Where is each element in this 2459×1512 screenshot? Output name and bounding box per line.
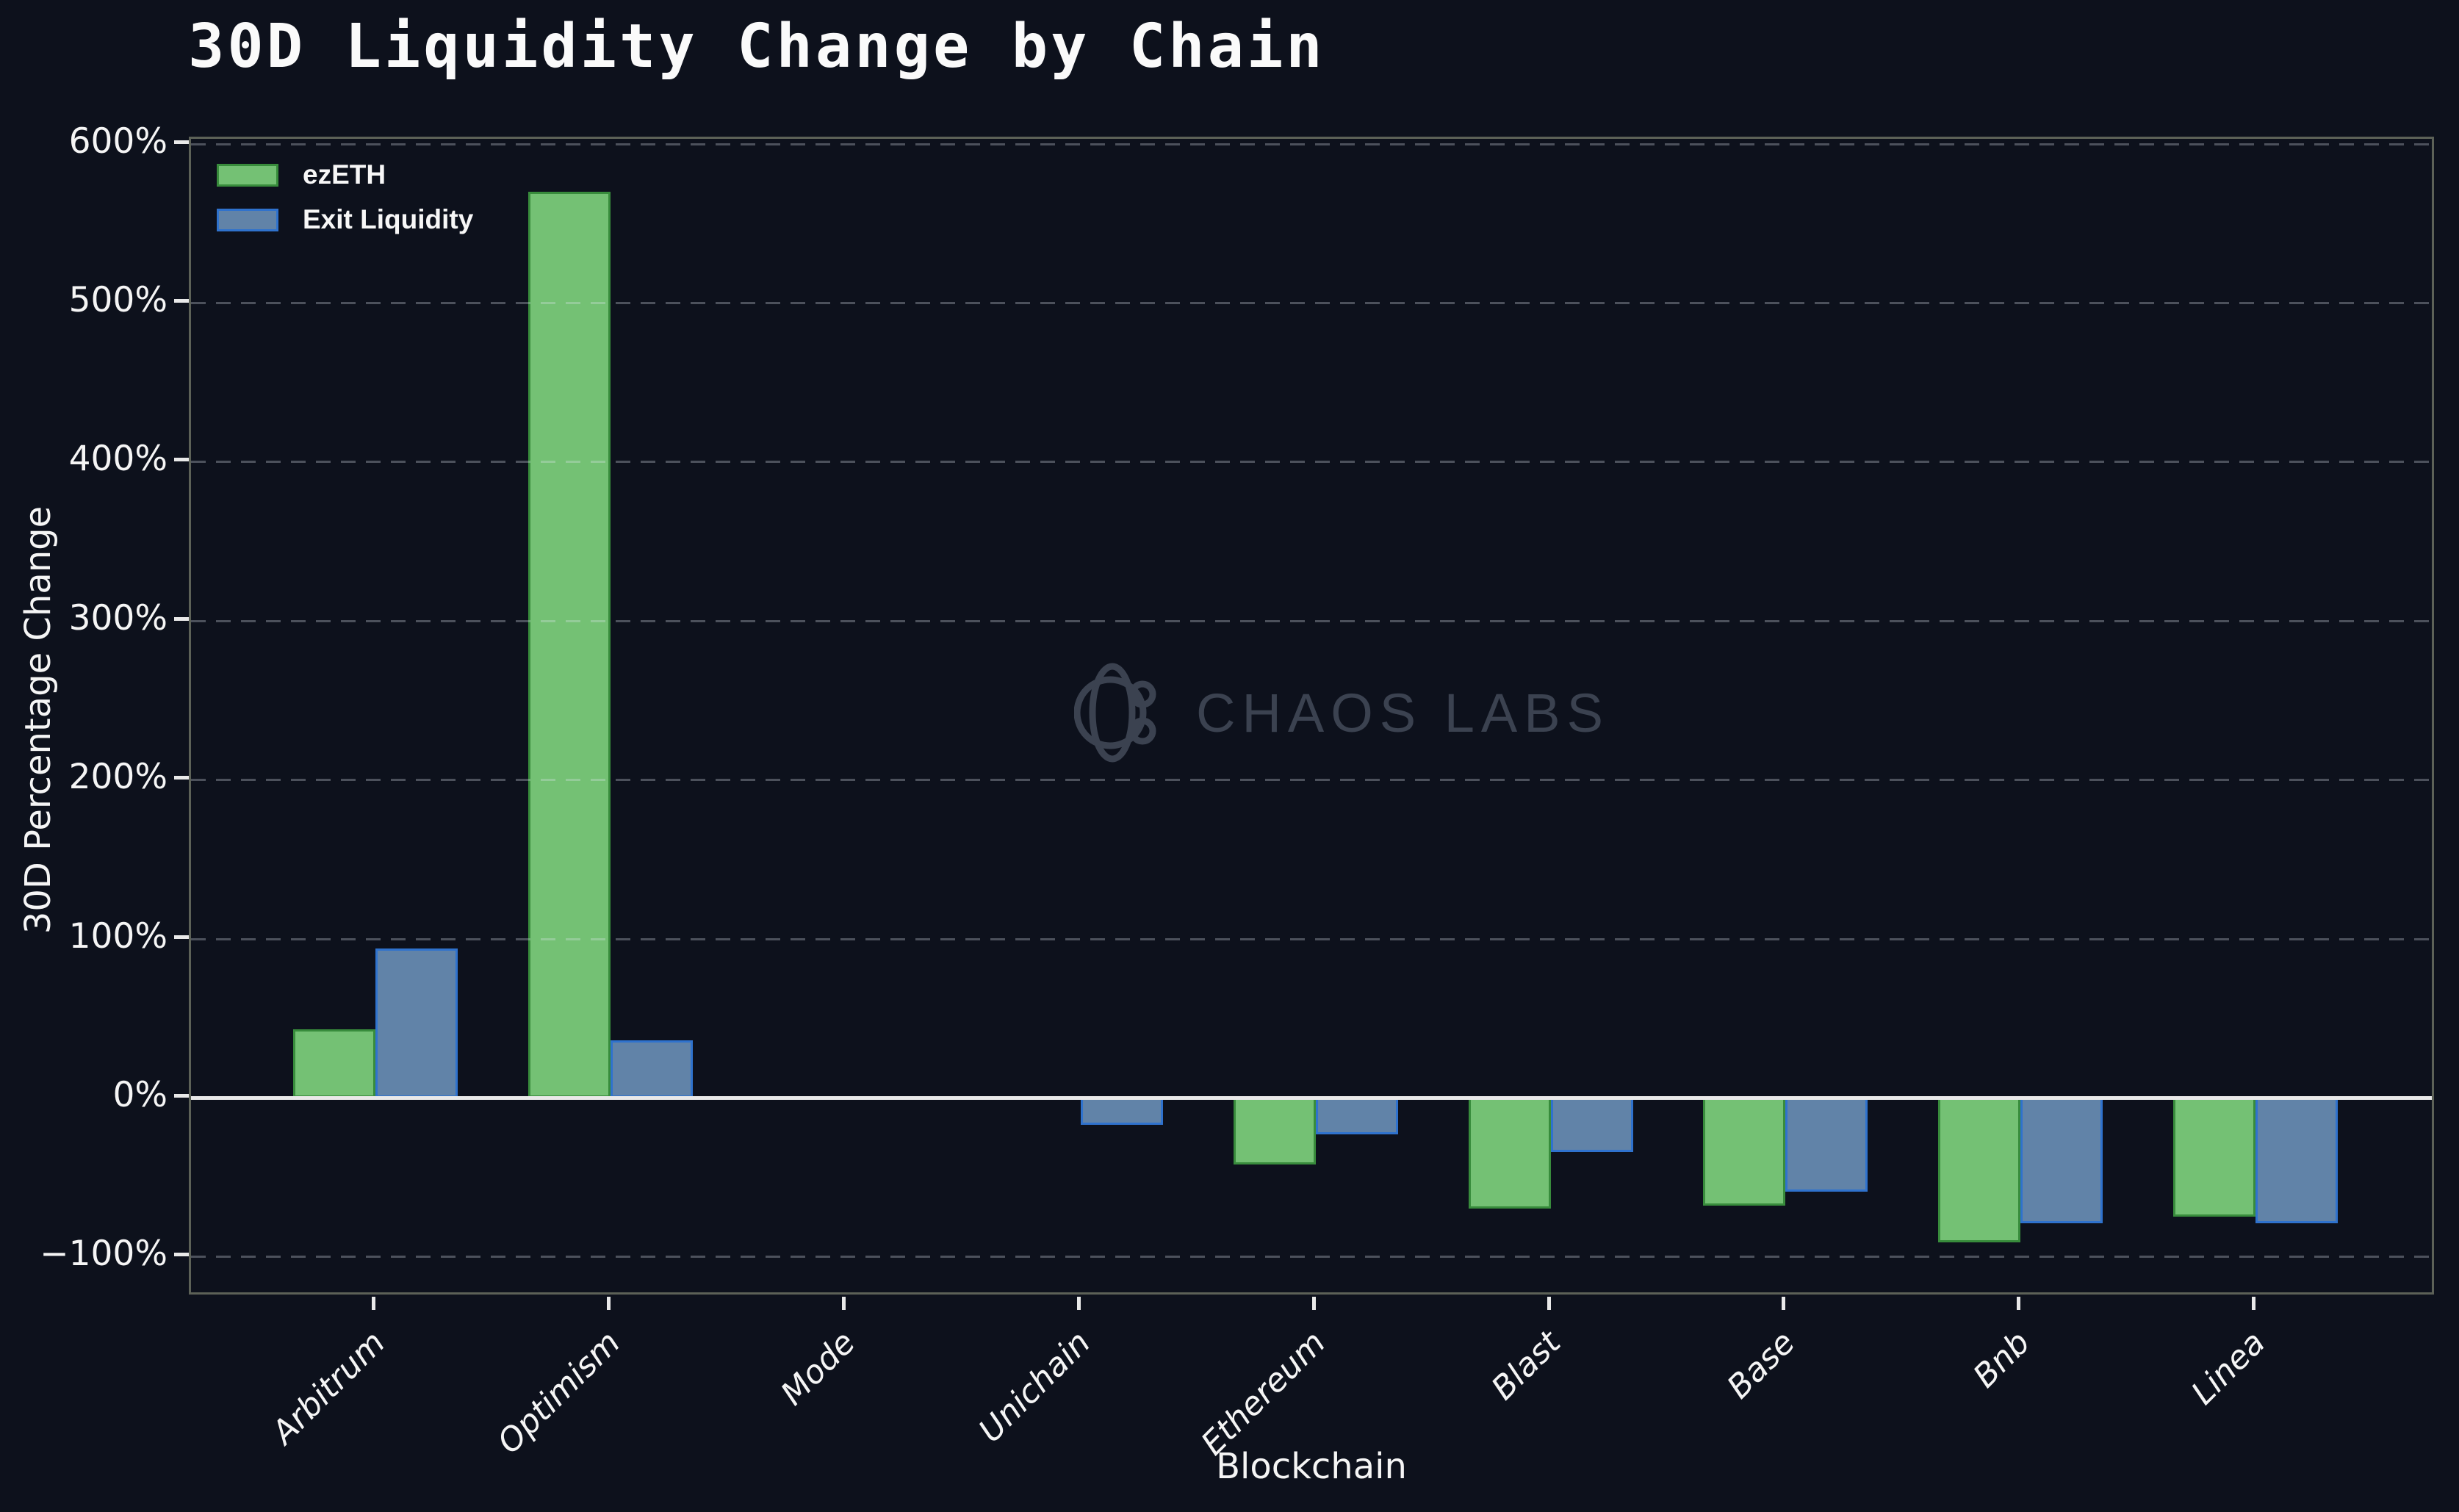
xtick-label-linea: Linea xyxy=(2184,1324,2273,1412)
ytick-label-500%: 500% xyxy=(68,280,168,320)
xtick-mark-base xyxy=(1782,1297,1786,1310)
xtick-mark-mode xyxy=(841,1297,846,1310)
xtick-mark-optimism xyxy=(606,1297,611,1310)
xtick-label-mode: Mode xyxy=(774,1324,863,1413)
ytick-mark xyxy=(174,935,189,939)
xtick-mark-linea xyxy=(2252,1297,2256,1310)
legend-swatch-exit-liquidity xyxy=(217,208,278,231)
plot-area xyxy=(189,137,2434,1295)
legend: ezETH Exit Liquidity xyxy=(217,159,474,251)
ytick-mark xyxy=(174,1253,189,1257)
x-axis-label: Blockchain xyxy=(1216,1446,1407,1487)
zero-gridline xyxy=(191,1096,2432,1100)
ytick-mark xyxy=(174,299,189,303)
xtick-label-bnb: Bnb xyxy=(1966,1324,2038,1395)
watermark: CHAOS LABS xyxy=(1074,661,1610,764)
ytick-label-−100%: −100% xyxy=(40,1234,168,1275)
bar-exit-liquidity-base xyxy=(1785,1098,1868,1192)
xtick-mark-ethereum xyxy=(1311,1297,1316,1310)
ytick-label-300%: 300% xyxy=(68,597,168,638)
ytick-mark xyxy=(174,140,189,144)
bar-exit-liquidity-unichain xyxy=(1080,1098,1163,1125)
gridline-300% xyxy=(191,619,2432,622)
gridline-600% xyxy=(191,143,2432,145)
bar-exit-liquidity-optimism xyxy=(610,1040,693,1098)
xtick-label-optimism: Optimism xyxy=(490,1324,627,1461)
bar-ezeth-arbitrum xyxy=(293,1029,375,1098)
xtick-mark-unichain xyxy=(1076,1297,1081,1310)
bar-ezeth-optimism xyxy=(528,191,611,1098)
ytick-mark xyxy=(174,616,189,621)
watermark-text: CHAOS LABS xyxy=(1196,682,1610,744)
bar-ezeth-base xyxy=(1703,1098,1786,1206)
bar-exit-liquidity-bnb xyxy=(2020,1098,2103,1223)
gridline-500% xyxy=(191,302,2432,304)
xtick-label-unichain: Unichain xyxy=(971,1324,1098,1450)
bar-exit-liquidity-ethereum xyxy=(1315,1098,1398,1134)
chaos-labs-orbit-logo-icon xyxy=(1074,663,1156,763)
bar-ezeth-bnb xyxy=(1938,1098,2021,1242)
ytick-label-600%: 600% xyxy=(68,120,168,162)
ytick-label-200%: 200% xyxy=(68,757,168,798)
legend-swatch-ezeth xyxy=(217,163,278,187)
xtick-label-base: Base xyxy=(1720,1324,1803,1406)
bar-ezeth-blast xyxy=(1468,1098,1551,1209)
xtick-mark-bnb xyxy=(2017,1297,2021,1310)
ytick-mark xyxy=(174,1094,189,1098)
xtick-label-arbitrum: Arbitrum xyxy=(264,1324,393,1452)
bar-exit-liquidity-linea xyxy=(2255,1098,2339,1223)
ytick-label-400%: 400% xyxy=(68,439,168,480)
gridline-−100% xyxy=(191,1256,2432,1259)
ytick-mark xyxy=(174,776,189,780)
ytick-label-100%: 100% xyxy=(68,915,168,957)
bar-ezeth-linea xyxy=(2173,1098,2256,1217)
gridline-200% xyxy=(191,779,2432,782)
legend-item-exit-liquidity: Exit Liquidity xyxy=(217,204,474,234)
legend-item-ezeth: ezETH xyxy=(217,159,473,190)
xtick-mark-blast xyxy=(1547,1297,1551,1310)
gridline-400% xyxy=(191,461,2432,464)
ytick-mark xyxy=(174,458,189,462)
ytick-label-0%: 0% xyxy=(112,1075,168,1115)
bar-ezeth-ethereum xyxy=(1233,1098,1316,1164)
xtick-mark-arbitrum xyxy=(372,1297,375,1310)
legend-label-ezeth: ezETH xyxy=(303,159,386,190)
bar-exit-liquidity-blast xyxy=(1550,1098,1633,1152)
chart-title: 30D Liquidity Change by Chain xyxy=(188,12,1325,82)
gridline-100% xyxy=(191,937,2432,940)
legend-label-exit-liquidity: Exit Liquidity xyxy=(303,204,474,234)
y-axis-label: 30D Percentage Change xyxy=(18,505,59,935)
bar-exit-liquidity-arbitrum xyxy=(375,948,458,1098)
